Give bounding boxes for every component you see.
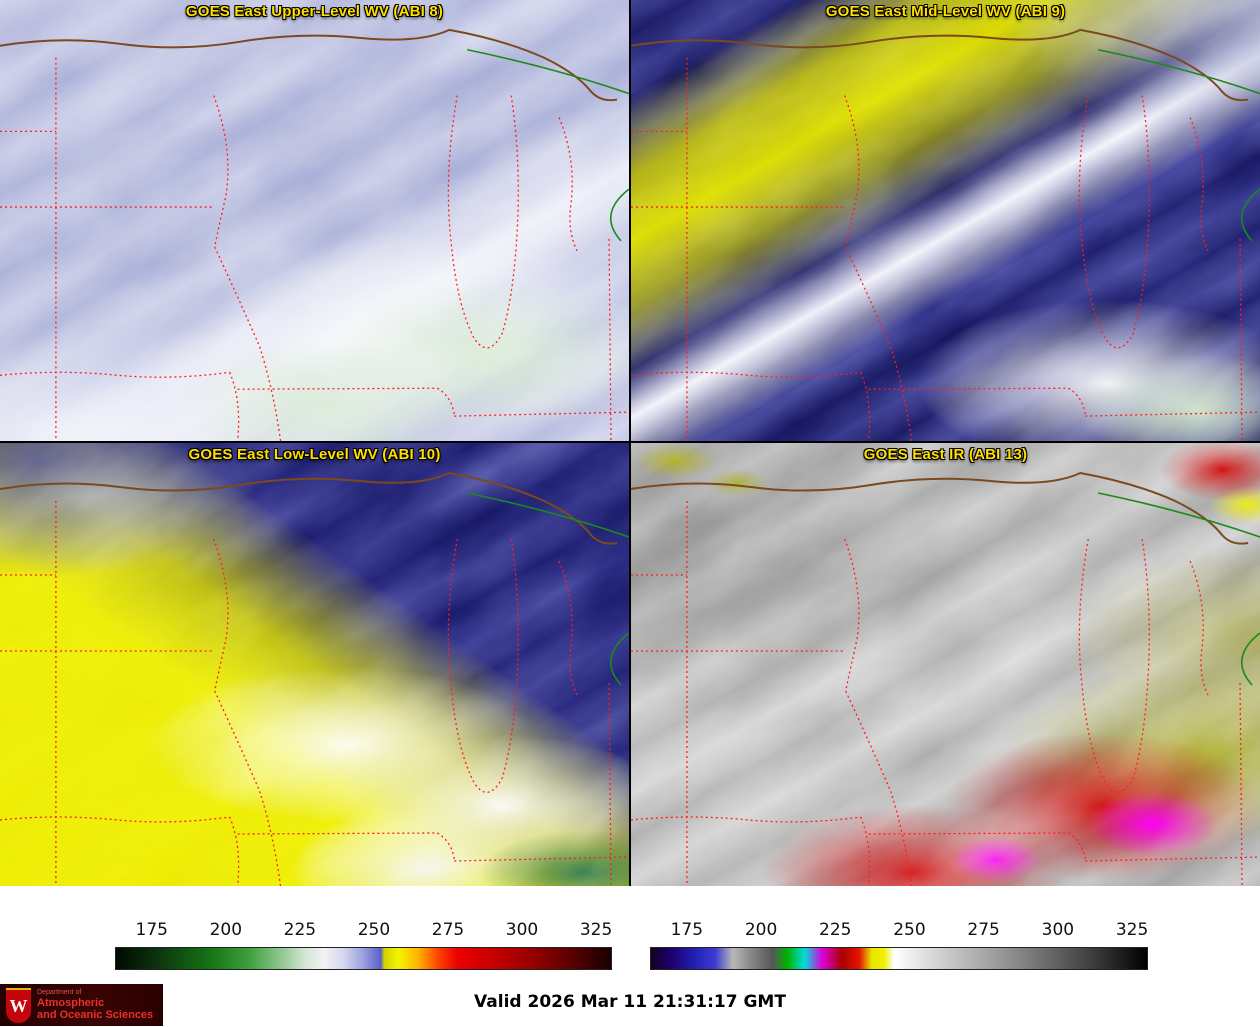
tick-label: 175 bbox=[670, 920, 704, 940]
map-borders-overlay bbox=[0, 472, 629, 886]
uw-aos-logo: W Department of Atmospheric and Oceanic … bbox=[0, 984, 163, 1026]
tick-label: 300 bbox=[1041, 920, 1075, 940]
tick-label: 275 bbox=[967, 920, 1000, 940]
panel-low-level-wv: GOES East Low-Level WV (ABI 10) bbox=[0, 443, 629, 886]
map-borders-overlay bbox=[631, 472, 1260, 886]
tick-label: 225 bbox=[283, 920, 317, 940]
logo-name-line1: Atmospheric bbox=[37, 996, 105, 1009]
panel-title-abi8: GOES East Upper-Level WV (ABI 8) bbox=[185, 3, 444, 20]
colorbar-wv: 175 200 225 250 275 300 325 bbox=[115, 920, 612, 970]
cloud-texture bbox=[631, 443, 1260, 886]
tick-label: 175 bbox=[135, 920, 168, 940]
colorbar-ir-ticks: 175 200 225 250 275 300 325 bbox=[650, 920, 1149, 944]
tick-label: 325 bbox=[579, 920, 613, 940]
colorbar-wv-ticks: 175 200 225 250 275 300 325 bbox=[115, 920, 613, 944]
panel-title-abi9: GOES East Mid-Level WV (ABI 9) bbox=[825, 3, 1066, 20]
satellite-quadrant-grid: GOES East Upper-Level WV (ABI 8) GOES Ea… bbox=[0, 0, 1260, 886]
colorbar-ir-gradient bbox=[650, 947, 1148, 970]
uw-aos-logo-text: Department of Atmospheric and Oceanic Sc… bbox=[37, 989, 153, 1021]
tick-label: 325 bbox=[1115, 920, 1149, 940]
tick-label: 250 bbox=[357, 920, 391, 940]
colorbar-ir: 175 200 225 250 275 300 325 bbox=[650, 920, 1148, 970]
panel-upper-level-wv: GOES East Upper-Level WV (ABI 8) bbox=[0, 0, 629, 441]
panel-title-abi10: GOES East Low-Level WV (ABI 10) bbox=[188, 446, 441, 463]
tick-label: 275 bbox=[431, 920, 465, 940]
panel-ir: GOES East IR (ABI 13) bbox=[631, 443, 1260, 886]
cloud-texture bbox=[0, 0, 629, 441]
valid-timestamp: Valid 2026 Mar 11 21:31:17 GMT bbox=[474, 992, 786, 1012]
tick-label: 200 bbox=[744, 920, 778, 940]
uw-crest-icon: W bbox=[6, 987, 31, 1023]
colorbar-wv-gradient bbox=[115, 947, 612, 970]
footer-strip: 175 200 225 250 275 300 325 175 200 225 … bbox=[0, 886, 1260, 1027]
logo-name-line2: and Oceanic Sciences bbox=[37, 1008, 154, 1021]
map-borders-overlay bbox=[631, 28, 1260, 441]
cloud-texture bbox=[631, 0, 1260, 441]
panel-title-abi13: GOES East IR (ABI 13) bbox=[863, 446, 1028, 463]
tick-label: 250 bbox=[893, 920, 926, 940]
tick-label: 300 bbox=[505, 920, 539, 940]
panel-mid-level-wv: GOES East Mid-Level WV (ABI 9) bbox=[631, 0, 1260, 441]
map-borders-overlay bbox=[0, 28, 629, 441]
tick-label: 225 bbox=[819, 920, 852, 940]
logo-dept-line: Department of bbox=[37, 988, 82, 996]
cloud-texture bbox=[0, 443, 629, 886]
tick-label: 200 bbox=[209, 920, 243, 940]
